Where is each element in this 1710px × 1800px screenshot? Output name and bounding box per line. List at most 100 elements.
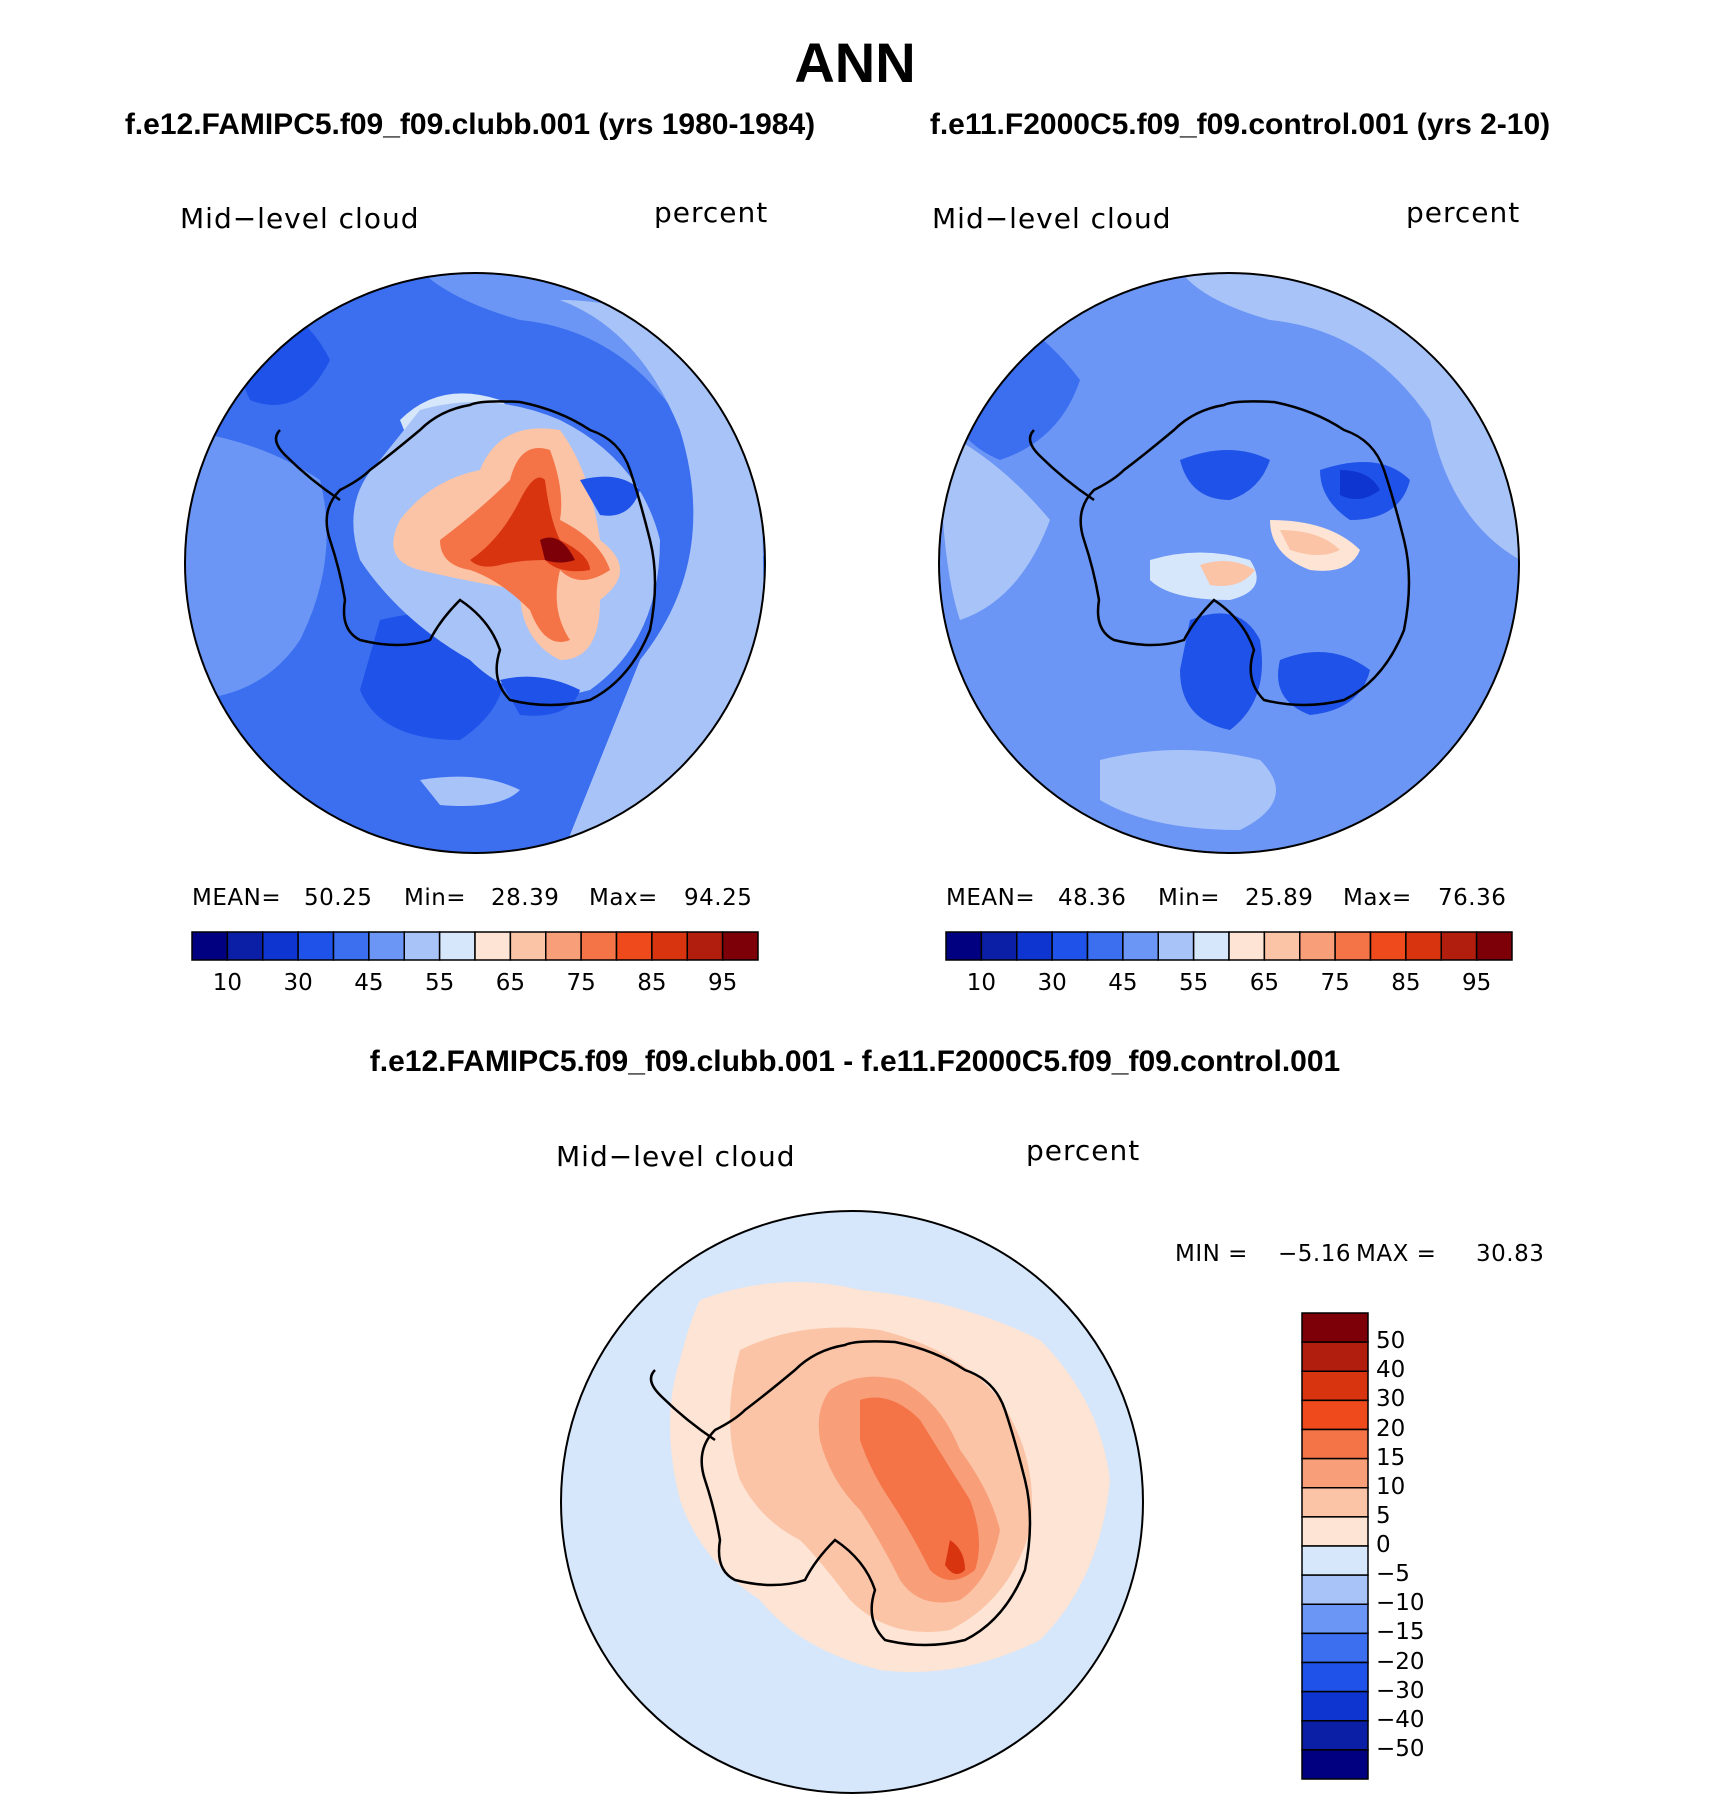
diff-colorbar-tick-label: 40 (1376, 1357, 1406, 1384)
panel1-colorbar-box (474, 931, 512, 961)
diff-min-value: −5.16 (1278, 1241, 1351, 1267)
diff-colorbar-box (1301, 1370, 1369, 1402)
diff-colorbar-tick-label: 50 (1376, 1328, 1406, 1355)
diff-colorbar-tick-label: 10 (1376, 1473, 1406, 1500)
diff-colorbar-tick-label: −50 (1376, 1735, 1425, 1762)
panel2-mean-value: 48.36 (1058, 885, 1127, 911)
panel1-colorbar-tick-label: 30 (283, 970, 313, 996)
panel2-colorbar-box (980, 931, 1018, 961)
panel2-colorbar-tick-label: 95 (1461, 970, 1492, 996)
diff-colorbar-box (1301, 1632, 1369, 1664)
panel1-colorbar-tick-label: 75 (566, 970, 596, 996)
panel2-max-value: 76.36 (1438, 885, 1507, 911)
diff-colorbar-box (1301, 1487, 1369, 1518)
main-title: ANN (794, 31, 916, 94)
panel2-colorbar-tick-label: 45 (1108, 970, 1138, 996)
panel2-mean-label: MEAN= (946, 885, 1036, 911)
diff-colorbar-box (1301, 1720, 1369, 1751)
diff-colorbar-box (1301, 1661, 1369, 1693)
diff-colorbar-box (1301, 1312, 1369, 1343)
diff-colorbar-tick-label: −30 (1376, 1677, 1425, 1704)
panel1-colorbar-box (580, 931, 618, 961)
panel2-colorbar-tick-label: 85 (1391, 970, 1421, 996)
panel1-colorbar-tick-label: 10 (212, 970, 243, 996)
panel2-colorbar-box (1334, 931, 1372, 961)
panel1-colorbar-tick-label: 65 (495, 970, 526, 996)
panel1-colorbar-box (368, 931, 405, 961)
panel2-case-title: f.e11.F2000C5.f09_f09.control.001 (yrs 2… (929, 108, 1551, 141)
diff-colorbar-tick-label: 5 (1376, 1502, 1391, 1529)
diff-colorbar-tick-label: 0 (1376, 1532, 1391, 1558)
panel2-colorbar-tick-label: 55 (1178, 970, 1209, 996)
diff-colorbar-tick-label: −15 (1376, 1619, 1425, 1646)
diff-colorbar-box (1301, 1399, 1369, 1431)
panel1-units-label: percent (654, 196, 769, 229)
diff-colorbar-box (1301, 1341, 1369, 1372)
panel1-colorbar-box (545, 931, 582, 961)
panel2-colorbar-box (1299, 931, 1336, 961)
panel2-colorbar-box (1086, 931, 1124, 961)
panel1-colorbar-tick-label: 45 (354, 970, 384, 996)
panel2-colorbar-tick-label: 10 (966, 970, 997, 996)
panel2-max-label: Max= (1343, 885, 1412, 911)
panel2-colorbar-box (1016, 931, 1053, 961)
panel2-colorbar-box (1157, 931, 1195, 961)
panel1-colorbar-box (262, 931, 299, 961)
panel1-colorbar-tick-label: 95 (707, 970, 738, 996)
panel1-colorbar (191, 931, 759, 961)
panel1-colorbar-box (332, 931, 370, 961)
diff-colorbar-box (1301, 1603, 1369, 1635)
panel1-mean-value: 50.25 (304, 885, 373, 911)
diff-colorbar-box (1301, 1574, 1369, 1605)
panel1-colorbar-box (686, 931, 724, 961)
panel1-colorbar-box (615, 931, 653, 961)
panel2-colorbar-box (1263, 931, 1301, 961)
panel1-colorbar-box (403, 931, 441, 961)
diff-colorbar-box (1301, 1516, 1369, 1547)
diff-colorbar-tick-label: 30 (1376, 1386, 1406, 1413)
panel2-colorbar-box (1405, 931, 1442, 961)
diff-variable-label: Mid−level cloud (556, 1140, 796, 1173)
panel1-max-label: Max= (589, 885, 658, 911)
panel1-max-value: 94.25 (684, 885, 753, 911)
diff-colorbar-box (1301, 1749, 1369, 1780)
panel2-colorbar-box (1440, 931, 1478, 961)
diff-colorbar-box (1301, 1545, 1369, 1576)
panel2-colorbar-tick-label: 75 (1320, 970, 1350, 996)
panel2-colorbar-box (1475, 931, 1513, 961)
panel1-colorbar-tick-label: 85 (637, 970, 667, 996)
diff-colorbar-tick-label: 15 (1376, 1444, 1406, 1471)
panel2-units-label: percent (1406, 196, 1521, 229)
panel2-colorbar-tick-label: 30 (1037, 970, 1067, 996)
diff-min-label: MIN = (1175, 1241, 1248, 1267)
panel1-min-value: 28.39 (491, 885, 560, 911)
panel2-colorbar-box (945, 931, 983, 961)
panel2-colorbar-box (1122, 931, 1159, 961)
panel2-colorbar-box (1051, 931, 1089, 961)
panel2-colorbar-tick-label: 65 (1249, 970, 1280, 996)
panel1-colorbar-box (651, 931, 688, 961)
panel2-colorbar-box (1369, 931, 1407, 961)
diff-colorbar-tick-label: −10 (1376, 1590, 1425, 1617)
panel1-mean-label: MEAN= (192, 885, 282, 911)
diff-colorbar-box (1301, 1428, 1369, 1460)
panel2-colorbar-box (1228, 931, 1266, 961)
panel1-variable-label: Mid−level cloud (180, 202, 420, 235)
panel2-variable-label: Mid−level cloud (932, 202, 1172, 235)
panel1-colorbar-box (509, 931, 547, 961)
diff-colorbar-box (1301, 1457, 1369, 1489)
panel1-colorbar-box (226, 931, 264, 961)
diff-max-value: 30.83 (1476, 1241, 1545, 1267)
diff-colorbar-tick-label: −40 (1376, 1706, 1425, 1733)
diff-colorbar (1301, 1312, 1369, 1780)
diff-colorbar-tick-label: −20 (1376, 1648, 1425, 1675)
panel1-case-title: f.e12.FAMIPC5.f09_f09.clubb.001 (yrs 198… (124, 108, 816, 141)
panel2-min-value: 25.89 (1245, 885, 1314, 911)
diff-case-title: f.e12.FAMIPC5.f09_f09.clubb.001 - f.e11.… (369, 1045, 1341, 1078)
panel1-colorbar-box (191, 931, 229, 961)
panel2-colorbar (945, 931, 1513, 961)
panel1-colorbar-box (721, 931, 759, 961)
